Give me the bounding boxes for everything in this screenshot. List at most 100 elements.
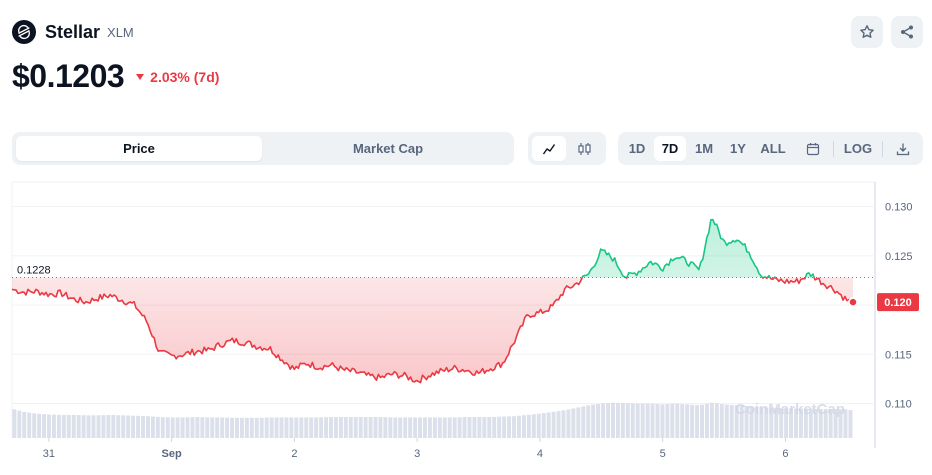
volume-bar [670, 403, 675, 438]
volume-bar [749, 406, 754, 438]
volume-bar [304, 417, 309, 438]
price-line-below [11, 277, 854, 384]
volume-bar [121, 415, 126, 438]
volume-bar [803, 408, 808, 438]
price-change-badge: 2.03% (7d) [136, 69, 219, 85]
share-button[interactable] [891, 16, 923, 48]
volume-bar [22, 411, 27, 438]
volume-bar [838, 409, 843, 438]
caret-down-icon [136, 73, 145, 80]
download-icon [896, 143, 910, 155]
y-axis-tick-label: 0.130 [885, 202, 913, 214]
coin-symbol: XLM [107, 24, 134, 40]
stellar-logo-icon [12, 20, 36, 44]
volume-bar [779, 408, 784, 438]
reference-label: 0.1228 [17, 265, 51, 277]
volume-bar [96, 415, 101, 438]
x-axis-tick-label: Sep [162, 448, 182, 460]
volume-bar [141, 416, 145, 438]
volume-bar [294, 417, 299, 438]
watchlist-button[interactable] [851, 16, 883, 48]
current-price: $0.1203 [12, 58, 125, 94]
volume-bar [42, 414, 47, 438]
volume-bar [343, 417, 348, 438]
volume-bar [393, 417, 398, 438]
volume-bar [625, 403, 630, 438]
volume-bar [521, 415, 526, 438]
range-all-button[interactable]: ALL [760, 141, 786, 156]
current-price-label: 0.120 [884, 297, 912, 309]
date-picker-button[interactable] [798, 136, 828, 161]
volume-bar [467, 417, 472, 438]
star-icon [860, 25, 874, 38]
volume-bar [338, 417, 343, 438]
volume-bar [210, 417, 215, 438]
volume-bar [685, 404, 690, 438]
volume-bar [136, 415, 141, 438]
volume-bar [695, 405, 700, 438]
volume-bar [279, 417, 284, 438]
download-button[interactable] [888, 136, 918, 161]
volume-bar [165, 417, 170, 438]
volume-bar [808, 408, 813, 438]
volume-bar [640, 403, 645, 438]
volume-bar [828, 409, 833, 438]
volume-bar [833, 409, 838, 438]
volume-bar [596, 403, 601, 438]
volume-bar [249, 417, 254, 438]
volume-bar [536, 413, 541, 438]
volume-bar [601, 403, 606, 438]
volume-bar [823, 409, 828, 438]
volume-bar [660, 404, 665, 438]
coin-header: Stellar XLM [12, 18, 134, 46]
volume-bar [284, 417, 289, 438]
volume-bar [66, 414, 71, 438]
tab-price[interactable]: Price [16, 136, 262, 161]
volume-bar [556, 411, 561, 438]
volume-bar [512, 416, 516, 438]
candlestick-chart-button[interactable] [568, 136, 602, 161]
range-7d-button[interactable]: 7D [654, 136, 686, 161]
range-1d-button[interactable]: 1D [628, 141, 646, 156]
volume-bar [452, 417, 457, 438]
toolbar-divider [833, 141, 834, 157]
share-icon [901, 25, 913, 39]
volume-bar [566, 409, 571, 438]
volume-bar [744, 405, 749, 438]
volume-bar [131, 415, 136, 438]
range-1m-button[interactable]: 1M [694, 141, 714, 156]
line-chart-icon [542, 143, 556, 154]
x-axis-tick-label: 31 [43, 448, 55, 460]
volume-bar [175, 417, 180, 438]
volume-bar [180, 417, 185, 438]
volume-bar [655, 404, 660, 438]
volume-bar [635, 403, 640, 438]
volume-bar [319, 417, 324, 438]
volume-bar [324, 417, 329, 438]
volume-bar [531, 414, 536, 438]
volume-bar [418, 417, 423, 438]
volume-bar [482, 417, 487, 438]
volume-bar [546, 412, 551, 438]
volume-bar [383, 417, 388, 438]
volume-bar [774, 407, 779, 438]
line-chart-button[interactable] [532, 136, 566, 161]
volume-bar [764, 407, 769, 438]
volume-bar [690, 404, 695, 438]
time-range-toggle: 1D 7D 1M 1Y ALL LOG [618, 132, 923, 165]
volume-bar [507, 416, 512, 438]
price-chart-svg[interactable]: CoinMarketCap 0.1228 0.110 0.115 0.120 0.12… [0, 176, 932, 475]
volume-bar [457, 417, 462, 438]
range-1y-button[interactable]: 1Y [730, 141, 746, 156]
volume-bar [274, 417, 279, 438]
log-scale-button[interactable]: LOG [843, 141, 873, 156]
price-chart[interactable]: CoinMarketCap 0.1228 0.110 0.115 0.120 0.12… [0, 176, 932, 475]
volume-bar [739, 405, 744, 438]
x-axis-tick-label: 5 [660, 448, 666, 460]
volume-bar [185, 417, 190, 438]
volume-bar [645, 403, 650, 438]
volume-bar [101, 415, 106, 438]
volume-bar [789, 408, 794, 438]
volume-bar [843, 409, 848, 438]
tab-market-cap[interactable]: Market Cap [352, 141, 424, 156]
